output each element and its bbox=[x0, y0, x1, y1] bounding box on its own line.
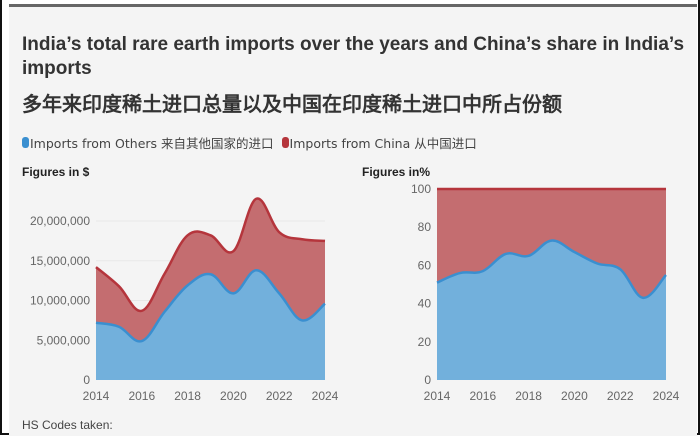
x-tick-label: 2024 bbox=[653, 389, 680, 403]
y-tick-label: 60 bbox=[418, 258, 432, 272]
x-tick-label: 2016 bbox=[469, 389, 496, 403]
y-tick-label: 20 bbox=[418, 335, 432, 349]
y-tick-label: 5,000,000 bbox=[37, 333, 91, 347]
y-tick-label: 20,000,000 bbox=[30, 214, 90, 228]
x-tick-label: 2022 bbox=[607, 389, 634, 403]
x-tick-label: 2018 bbox=[515, 389, 542, 403]
x-tick-label: 2016 bbox=[128, 389, 155, 403]
x-tick-label: 2020 bbox=[220, 389, 247, 403]
y-tick-label: 0 bbox=[83, 373, 90, 387]
x-tick-label: 2024 bbox=[312, 389, 339, 403]
y-tick-label: 10,000,000 bbox=[30, 294, 90, 308]
x-tick-label: 2018 bbox=[174, 389, 201, 403]
y-tick-label: 100 bbox=[411, 182, 431, 196]
x-tick-label: 2020 bbox=[561, 389, 588, 403]
x-tick-label: 2014 bbox=[83, 389, 110, 403]
y-tick-label: 40 bbox=[418, 297, 432, 311]
x-tick-label: 2022 bbox=[266, 389, 293, 403]
y-tick-label: 0 bbox=[424, 373, 431, 387]
y-tick-label: 80 bbox=[418, 220, 432, 234]
y-tick-label: 15,000,000 bbox=[30, 254, 90, 268]
x-tick-label: 2014 bbox=[424, 389, 451, 403]
